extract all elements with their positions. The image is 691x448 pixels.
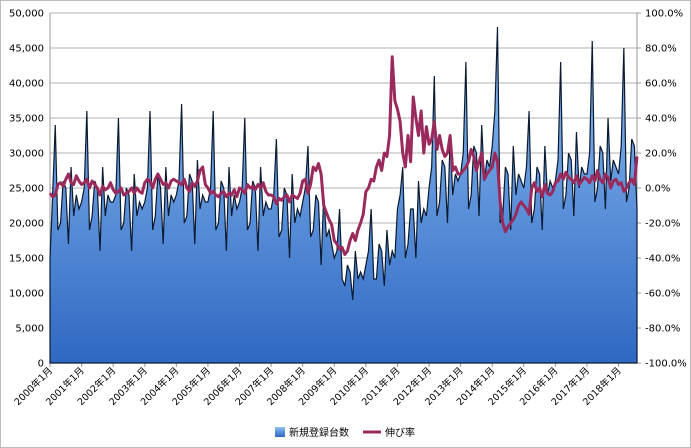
y2-tick-label: -20.0% xyxy=(645,219,680,230)
y2-tick-label: 20.0% xyxy=(645,149,677,160)
y2-tick-label: -100.0% xyxy=(645,359,687,370)
y-tick-label: 25,000 xyxy=(9,184,44,195)
y-tick-label: 40,000 xyxy=(9,79,44,90)
line xyxy=(48,55,639,256)
y2-tick-label: 40.0% xyxy=(645,114,677,125)
y2-tick-label: -60.0% xyxy=(645,289,680,300)
y-tick-label: 45,000 xyxy=(9,44,44,55)
y-tick-label: 20,000 xyxy=(9,219,44,230)
y2-tick-label: -40.0% xyxy=(645,254,680,265)
area xyxy=(49,26,638,364)
y2-tick-label: 0.0% xyxy=(645,184,670,195)
legend-swatch xyxy=(275,427,285,437)
y-tick-label: 30,000 xyxy=(9,149,44,160)
legend-label: 新規登録台数 xyxy=(289,426,349,439)
y-tick-label: 0 xyxy=(38,359,44,370)
legend-label: 伸び率 xyxy=(385,426,415,439)
y2-tick-label: 100.0% xyxy=(645,9,683,20)
y-tick-label: 5,000 xyxy=(15,324,44,335)
y-tick-label: 35,000 xyxy=(9,114,44,125)
y2-tick-label: 80.0% xyxy=(645,44,677,55)
y2-tick-label: -80.0% xyxy=(645,324,680,335)
y2-tick-label: 60.0% xyxy=(645,79,677,90)
y-tick-label: 15,000 xyxy=(9,254,44,265)
y-tick-label: 50,000 xyxy=(9,9,44,20)
y-tick-label: 10,000 xyxy=(9,289,44,300)
